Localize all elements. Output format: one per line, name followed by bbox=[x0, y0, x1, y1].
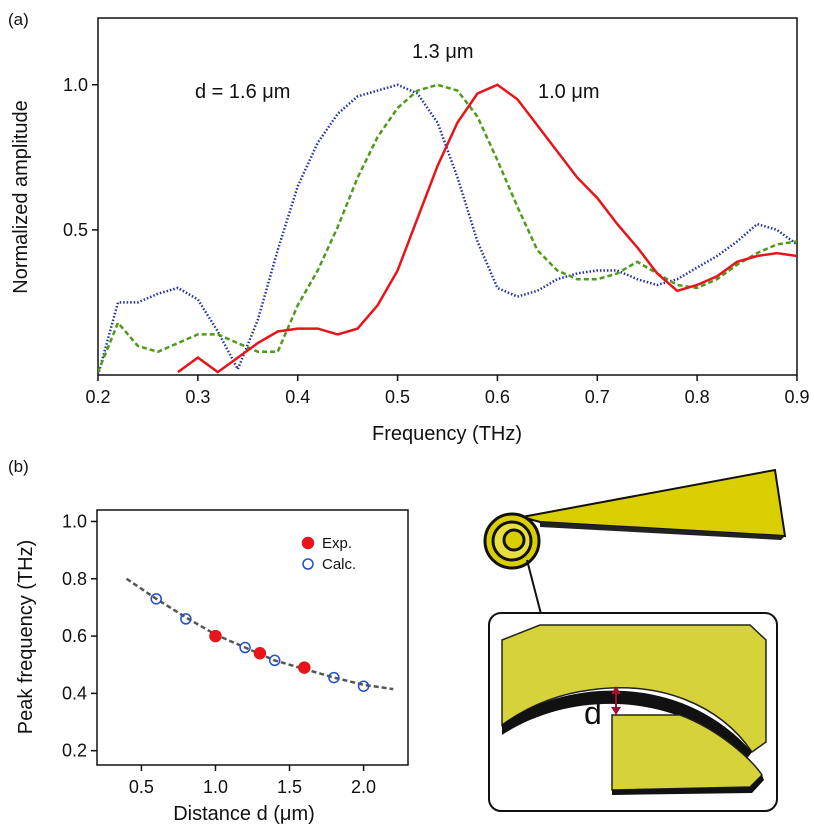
series-line bbox=[98, 83, 797, 375]
y-axis-label: Normalized amplitude bbox=[10, 100, 32, 293]
fit-line bbox=[125, 577, 394, 691]
point bbox=[239, 641, 251, 654]
legend-label: Exp. bbox=[322, 535, 352, 552]
point bbox=[298, 661, 311, 674]
series-line bbox=[177, 83, 797, 374]
y-tick-label: 0.6 bbox=[62, 626, 87, 646]
plot-frame bbox=[96, 509, 409, 766]
x-tick-label: 0.4 bbox=[285, 387, 310, 407]
zoom-line bbox=[526, 559, 542, 615]
y-tick-label: 1.0 bbox=[63, 75, 88, 95]
legend-marker bbox=[301, 536, 315, 550]
panel-label: (b) bbox=[8, 457, 29, 476]
x-tick-label: 0.6 bbox=[485, 387, 510, 407]
legend-label: Calc. bbox=[322, 556, 356, 573]
gap-arrow-head bbox=[611, 686, 621, 694]
point bbox=[180, 613, 192, 625]
outer-layer-edge bbox=[502, 690, 752, 760]
series-label: 1.0 μm bbox=[538, 81, 600, 103]
x-tick-label: 0.9 bbox=[784, 387, 809, 407]
x-tick-label: 0.5 bbox=[385, 387, 410, 407]
series-line bbox=[98, 83, 797, 373]
x-tick-label: 0.3 bbox=[185, 387, 210, 407]
chart-a: 0.2 0.3 0.4 0.5 0.6 0.7 0.8 0.9 0.5 1.0 (a) Frequen… bbox=[8, 10, 810, 445]
series-label: d = 1.6 μm bbox=[195, 81, 290, 103]
x-tick-label: 0.2 bbox=[85, 387, 110, 407]
series-label: 1.3 μm bbox=[412, 41, 474, 63]
x-tick-label: 1.5 bbox=[277, 777, 302, 797]
point bbox=[253, 647, 267, 660]
plot-frame bbox=[97, 17, 798, 376]
x-axis-label: Distance d (μm) bbox=[173, 803, 315, 825]
point bbox=[268, 654, 281, 667]
x-axis-label: Frequency (THz) bbox=[372, 423, 522, 445]
y-tick-label: 0.2 bbox=[62, 741, 87, 761]
x-tick-label: 1.0 bbox=[203, 777, 228, 797]
x-tick-label: 2.0 bbox=[351, 777, 376, 797]
panel-label: (a) bbox=[8, 10, 29, 29]
point bbox=[209, 629, 222, 643]
device-diagram: d bbox=[483, 468, 787, 812]
gap-arrow-head bbox=[611, 707, 621, 715]
cantilever-edge bbox=[540, 522, 785, 540]
y-tick-label: 0.8 bbox=[62, 569, 87, 589]
point bbox=[328, 671, 340, 684]
chart-b: 0.5 1.0 1.5 2.0 0.2 0.4 0.6 0.8 1.0 (b) Distance d… bbox=[8, 457, 409, 825]
inner-layer-edge bbox=[612, 775, 764, 795]
gap-label: d bbox=[584, 695, 602, 731]
y-tick-label: 0.5 bbox=[63, 220, 88, 240]
y-tick-label: 0.4 bbox=[62, 683, 87, 703]
spiral-inner bbox=[502, 528, 526, 552]
x-tick-label: 0.5 bbox=[129, 777, 154, 797]
y-axis-label: Peak frequency (THz) bbox=[15, 540, 37, 735]
legend-marker bbox=[302, 558, 314, 570]
y-tick-label: 1.0 bbox=[62, 511, 87, 531]
point bbox=[357, 680, 370, 692]
x-tick-label: 0.7 bbox=[585, 387, 610, 407]
x-tick-label: 0.8 bbox=[685, 387, 710, 407]
point bbox=[150, 593, 162, 605]
plot-area bbox=[98, 83, 797, 375]
